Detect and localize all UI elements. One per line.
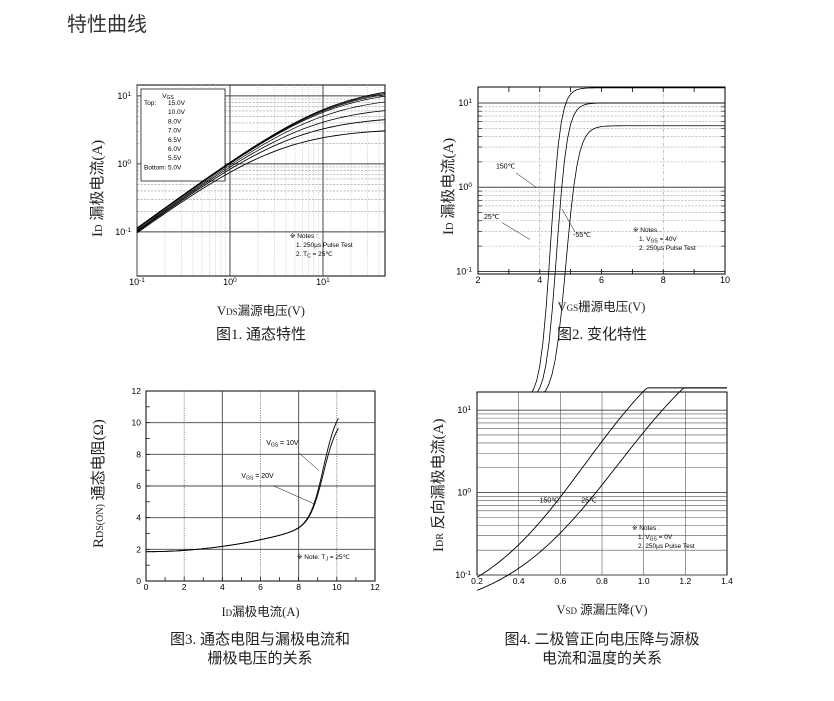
svg-text:12: 12 (132, 386, 142, 396)
svg-text:10: 10 (720, 275, 730, 285)
svg-text:0.6: 0.6 (554, 576, 566, 586)
svg-text:10-1: 10-1 (129, 277, 145, 287)
svg-text:7.0V: 7.0V (168, 128, 182, 135)
svg-text:8.0V: 8.0V (168, 118, 182, 125)
svg-text:8: 8 (661, 275, 666, 285)
svg-text:101: 101 (458, 98, 472, 108)
svg-text:0.8: 0.8 (596, 576, 608, 586)
svg-text:0.4: 0.4 (513, 576, 525, 586)
svg-text:10-1: 10-1 (115, 227, 131, 237)
svg-text:4: 4 (220, 582, 225, 592)
svg-text:10: 10 (132, 418, 142, 428)
svg-text:100: 100 (117, 159, 131, 169)
svg-text:8: 8 (136, 449, 141, 459)
svg-text:2: 2 (182, 582, 187, 592)
svg-text:0: 0 (136, 576, 141, 586)
svg-text:1. 250µs Pulse Test: 1. 250µs Pulse Test (296, 242, 353, 249)
svg-text:-55℃: -55℃ (573, 232, 591, 239)
svg-text:100: 100 (223, 277, 237, 287)
svg-text:1.4: 1.4 (721, 576, 733, 586)
svg-text:※ Notes :: ※ Notes : (290, 233, 318, 240)
svg-text:5.5V: 5.5V (168, 155, 182, 162)
svg-text:101: 101 (117, 91, 131, 101)
svg-text:8: 8 (296, 582, 301, 592)
svg-text:Top:: Top: (144, 100, 156, 107)
svg-text:6.5V: 6.5V (168, 137, 182, 144)
svg-text:1.2: 1.2 (679, 576, 691, 586)
svg-text:2. 250µs Pulse Test: 2. 250µs Pulse Test (639, 245, 696, 252)
svg-text:100: 100 (458, 182, 472, 192)
svg-text:12: 12 (370, 582, 380, 592)
svg-text:150℃: 150℃ (540, 498, 560, 505)
svg-text:25℃: 25℃ (484, 214, 500, 221)
svg-text:6: 6 (136, 481, 141, 491)
svg-text:4: 4 (136, 513, 141, 523)
svg-text:※ Notes .: ※ Notes . (633, 227, 661, 234)
svg-text:6: 6 (599, 275, 604, 285)
svg-text:2: 2 (475, 275, 480, 285)
svg-text:0: 0 (144, 582, 149, 592)
svg-text:6.0V: 6.0V (168, 146, 182, 153)
svg-text:4: 4 (537, 275, 542, 285)
svg-text:5.0V: 5.0V (168, 164, 182, 171)
svg-text:10-1: 10-1 (455, 570, 471, 580)
svg-text:15.0V: 15.0V (168, 100, 186, 107)
svg-text:1.0: 1.0 (638, 576, 650, 586)
svg-text:100: 100 (457, 488, 471, 498)
svg-text:10-1: 10-1 (456, 266, 472, 276)
svg-text:150℃: 150℃ (496, 164, 516, 171)
svg-text:6: 6 (258, 582, 263, 592)
svg-text:10: 10 (332, 582, 342, 592)
svg-text:101: 101 (457, 405, 471, 415)
svg-text:2. 250µs Pulse Test: 2. 250µs Pulse Test (638, 543, 695, 550)
svg-text:10.0V: 10.0V (168, 109, 186, 116)
svg-text:25℃: 25℃ (581, 498, 597, 505)
svg-text:※ Notes .: ※ Notes . (632, 525, 660, 532)
svg-text:101: 101 (316, 277, 330, 287)
svg-text:Bottom:: Bottom: (144, 164, 167, 171)
svg-text:2: 2 (136, 544, 141, 554)
